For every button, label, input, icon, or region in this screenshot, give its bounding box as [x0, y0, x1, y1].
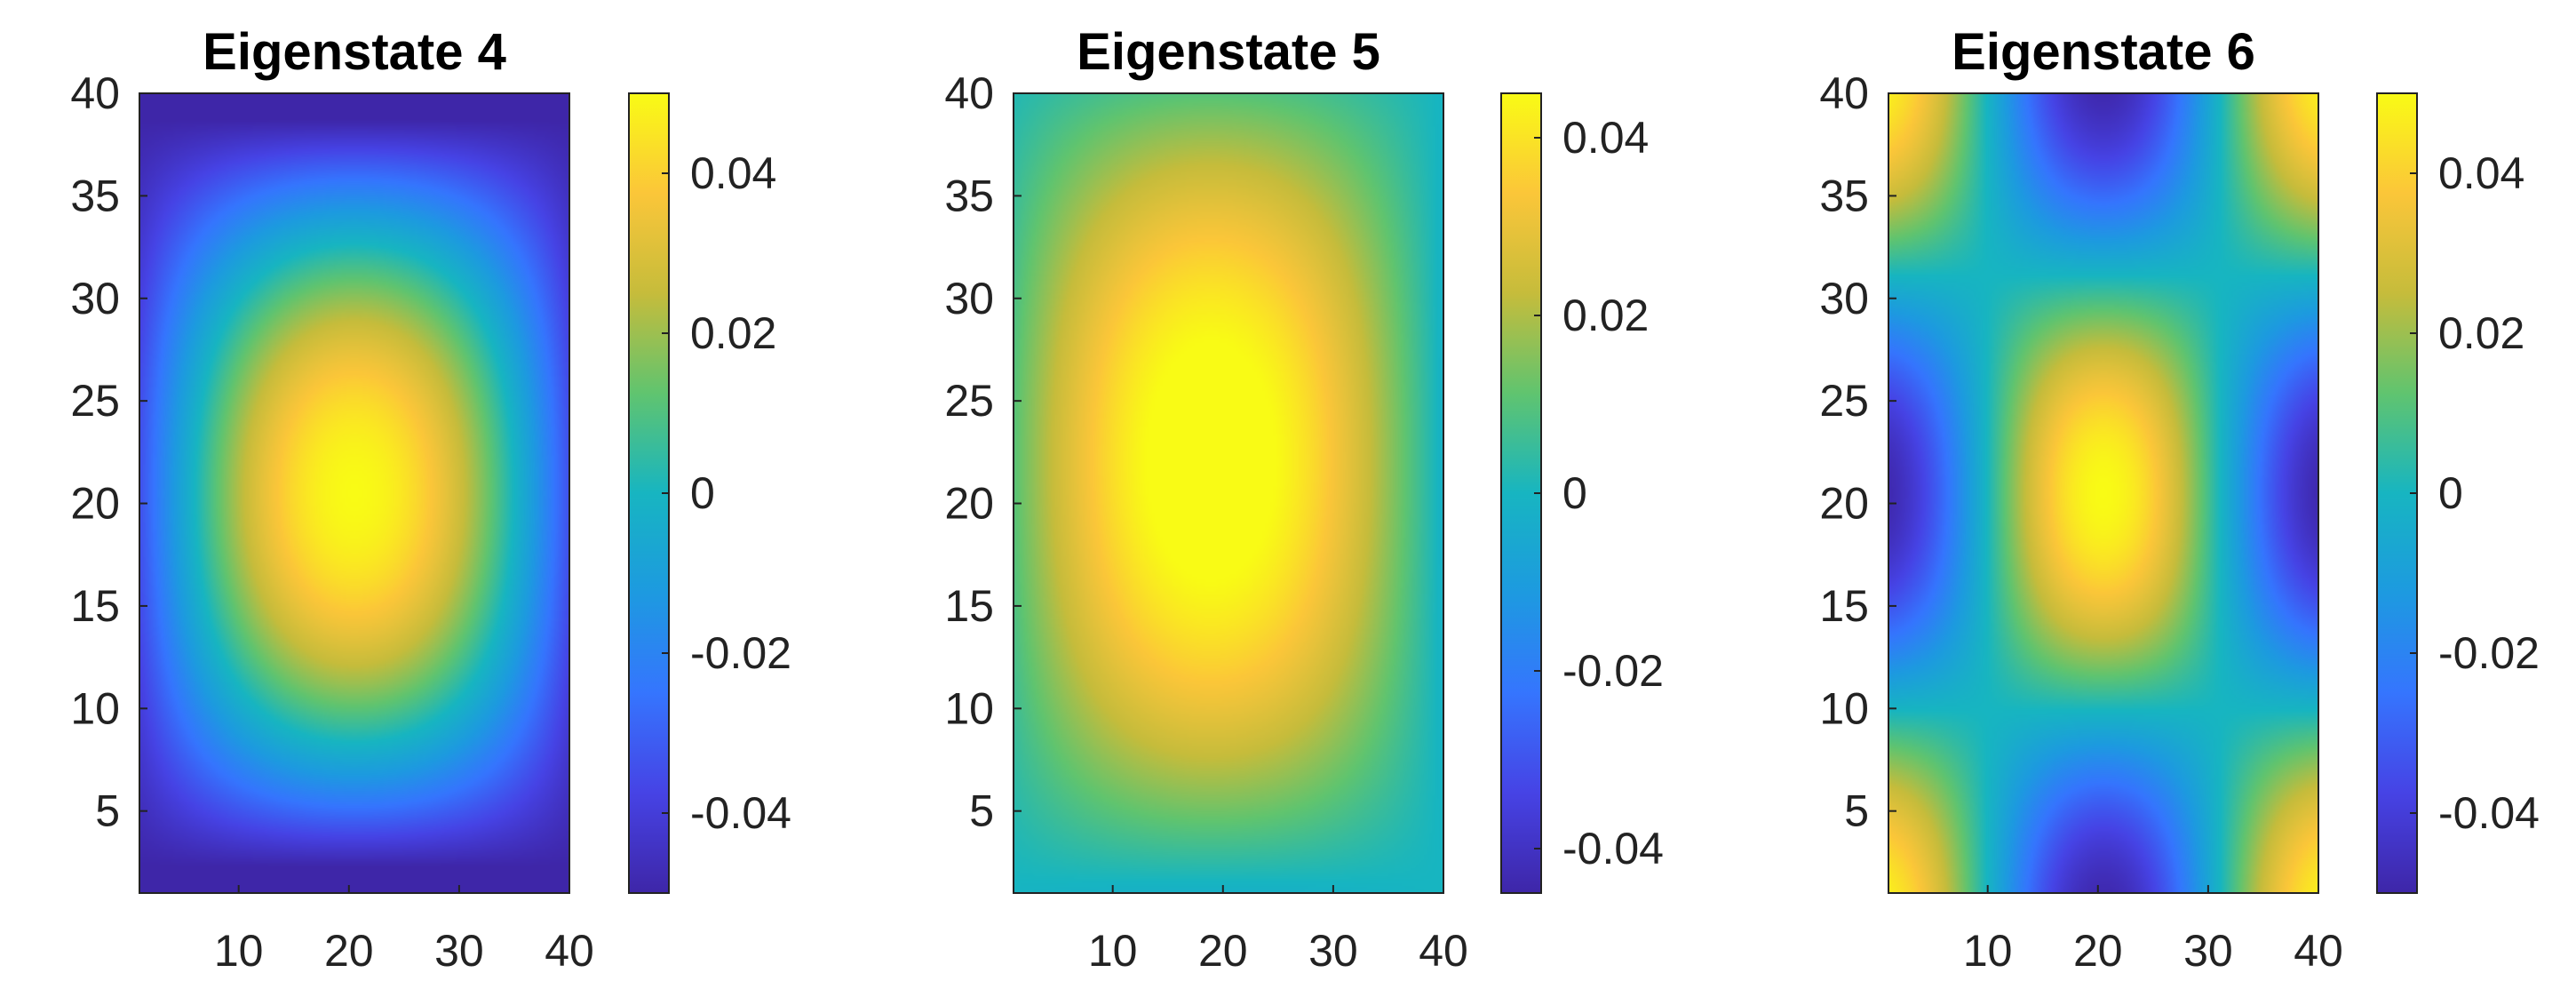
colorbar-tick-label: -0.04 — [690, 788, 791, 838]
eigenstate-panel-5: Eigenstate 5 5 10 15 20 25 30 35 40 10 20 30 40 -0.04… — [944, 23, 1664, 976]
colorbar-tick-label: 0.02 — [2438, 308, 2524, 358]
colorbar-tick-label: -0.04 — [1562, 824, 1664, 873]
colorbar-tick-label: -0.02 — [690, 628, 791, 678]
colorbar-tick-label: 0.04 — [2438, 148, 2524, 198]
y-tick-label: 15 — [944, 581, 994, 631]
colorbar-tick-label: 0.02 — [690, 308, 776, 358]
y-tick-label: 30 — [944, 274, 994, 323]
y-tick-label: 35 — [70, 171, 120, 220]
x-tick-label: 10 — [214, 926, 264, 976]
eigenstate-panel-6: Eigenstate 6 5 10 15 20 25 30 35 40 10 20 30 40 -0.04… — [1819, 23, 2540, 976]
x-tick-label: 30 — [434, 926, 484, 976]
x-tick-label: 40 — [2294, 926, 2343, 976]
colorbar-tick-label: 0.04 — [1562, 113, 1649, 163]
axes-frame — [139, 92, 570, 894]
panel-title: Eigenstate 4 — [203, 23, 506, 81]
heatmap-image — [1888, 93, 2318, 893]
colorbar-tick-label: 0.04 — [690, 148, 776, 198]
colorbar-tick-label: 0 — [1562, 468, 1587, 518]
y-tick-label: 40 — [70, 68, 120, 118]
eigenstate-panel-4: Eigenstate 4 5 10 15 20 25 30 35 40 10 20 30 40 -0.04… — [70, 23, 791, 976]
colorbar-tick-label: 0 — [690, 468, 715, 518]
y-tick-label: 15 — [70, 581, 120, 631]
x-tick-label: 10 — [1088, 926, 1138, 976]
y-tick-label: 20 — [944, 479, 994, 529]
x-tick-label: 40 — [545, 926, 594, 976]
y-tick-label: 5 — [95, 786, 120, 836]
y-tick-label: 35 — [1819, 171, 1869, 220]
x-tick-label: 20 — [324, 926, 374, 976]
colorbar-tick-label: -0.02 — [1562, 646, 1664, 696]
panel-title: Eigenstate 6 — [1952, 23, 2255, 81]
y-tick-label: 40 — [944, 68, 994, 118]
x-tick-label: 40 — [1419, 926, 1468, 976]
heatmap-image — [139, 93, 569, 893]
x-tick-label: 10 — [1963, 926, 2013, 976]
x-tick-label: 20 — [1198, 926, 1248, 976]
y-tick-label: 20 — [1819, 479, 1869, 529]
y-tick-label: 35 — [944, 171, 994, 220]
colorbar-tick-label: -0.04 — [2438, 788, 2540, 838]
y-tick-label: 10 — [70, 683, 120, 733]
y-tick-label: 10 — [944, 683, 994, 733]
y-tick-label: 25 — [70, 376, 120, 426]
y-tick-label: 25 — [1819, 376, 1869, 426]
x-tick-label: 30 — [2183, 926, 2233, 976]
x-tick-label: 30 — [1308, 926, 1358, 976]
axes-frame — [1013, 92, 1444, 894]
y-tick-label: 5 — [969, 786, 994, 836]
heatmap-image — [1014, 93, 1443, 893]
x-tick-label: 20 — [2073, 926, 2123, 976]
y-tick-label: 20 — [70, 479, 120, 529]
colorbar-tick-label: 0 — [2438, 468, 2463, 518]
panel-title: Eigenstate 5 — [1077, 23, 1380, 81]
y-tick-label: 5 — [1844, 786, 1869, 836]
y-tick-label: 40 — [1819, 68, 1869, 118]
colorbar-tick-label: 0.02 — [1562, 291, 1649, 340]
y-tick-label: 30 — [1819, 274, 1869, 323]
y-tick-label: 25 — [944, 376, 994, 426]
colorbar-tick-label: -0.02 — [2438, 628, 2540, 678]
y-tick-label: 15 — [1819, 581, 1869, 631]
y-tick-label: 10 — [1819, 683, 1869, 733]
y-tick-label: 30 — [70, 274, 120, 323]
axes-frame — [1888, 92, 2319, 894]
